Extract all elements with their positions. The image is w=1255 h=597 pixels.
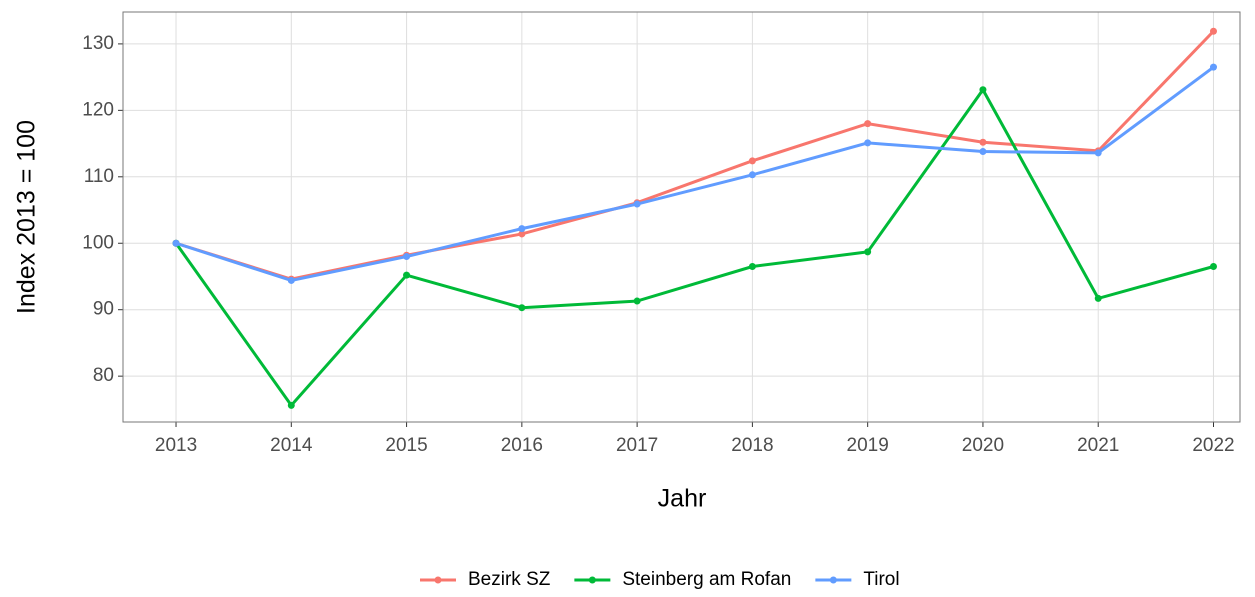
y-tick-label: 120 xyxy=(82,99,114,120)
legend-point xyxy=(829,576,837,584)
x-tick-label: 2019 xyxy=(847,435,889,456)
legend-label: Bezirk SZ xyxy=(468,569,551,590)
point xyxy=(633,297,641,305)
point xyxy=(748,157,756,165)
point xyxy=(979,148,987,156)
point xyxy=(748,263,756,271)
series-line xyxy=(175,65,1215,283)
legend-point xyxy=(588,576,596,584)
x-tick-label: 2016 xyxy=(501,435,543,456)
point xyxy=(403,253,411,261)
point xyxy=(864,139,872,147)
point xyxy=(864,120,872,128)
point xyxy=(518,304,526,312)
point xyxy=(287,401,295,409)
y-tick-label: 80 xyxy=(93,365,114,386)
series-line xyxy=(175,30,1215,281)
x-tick-label: 2021 xyxy=(1077,435,1119,456)
y-axis-title: Index 2013 = 100 xyxy=(13,120,41,314)
point xyxy=(403,271,411,279)
x-tick-label: 2013 xyxy=(155,435,197,456)
x-tick-label: 2022 xyxy=(1192,435,1234,456)
series-line xyxy=(174,86,1214,408)
point xyxy=(748,171,756,179)
legend-label: Tirol xyxy=(863,569,899,590)
x-tick-label: 2014 xyxy=(270,435,313,456)
x-tick-label: 2015 xyxy=(385,435,427,456)
point xyxy=(1094,294,1102,302)
y-tick-label: 100 xyxy=(82,232,114,253)
y-tick-label: 90 xyxy=(93,299,114,320)
y-tick-label: 130 xyxy=(82,33,114,54)
point xyxy=(1209,263,1217,271)
point xyxy=(287,276,295,284)
point xyxy=(172,239,180,247)
point xyxy=(864,248,872,256)
panel-border xyxy=(122,11,1241,423)
point xyxy=(1209,63,1217,71)
y-tick-label: 110 xyxy=(84,166,114,187)
x-tick-label: 2017 xyxy=(616,435,658,456)
point xyxy=(1209,27,1217,35)
legend-label: Steinberg am Rofan xyxy=(622,569,791,590)
point xyxy=(979,138,987,146)
x-tick-label: 2018 xyxy=(731,435,773,456)
point xyxy=(1094,149,1102,157)
point xyxy=(633,200,641,208)
legend-point xyxy=(434,576,442,584)
x-tick-label: 2020 xyxy=(962,435,1004,456)
point xyxy=(979,86,987,94)
point xyxy=(518,230,526,238)
x-axis-title: Jahr xyxy=(658,485,707,513)
point xyxy=(518,225,526,233)
